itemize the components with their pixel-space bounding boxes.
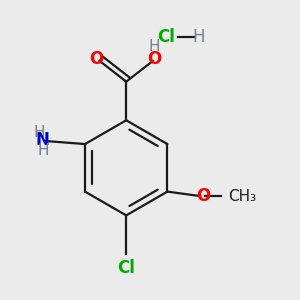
- Text: H: H: [33, 125, 45, 140]
- Text: O: O: [196, 187, 210, 205]
- Text: H: H: [37, 143, 49, 158]
- Text: N: N: [36, 131, 50, 149]
- Text: O: O: [89, 50, 103, 68]
- Text: CH₃: CH₃: [228, 189, 256, 204]
- Text: H: H: [149, 39, 160, 54]
- Text: Cl: Cl: [158, 28, 175, 46]
- Text: Cl: Cl: [117, 260, 135, 278]
- Text: H: H: [193, 28, 205, 46]
- Text: O: O: [147, 50, 162, 68]
